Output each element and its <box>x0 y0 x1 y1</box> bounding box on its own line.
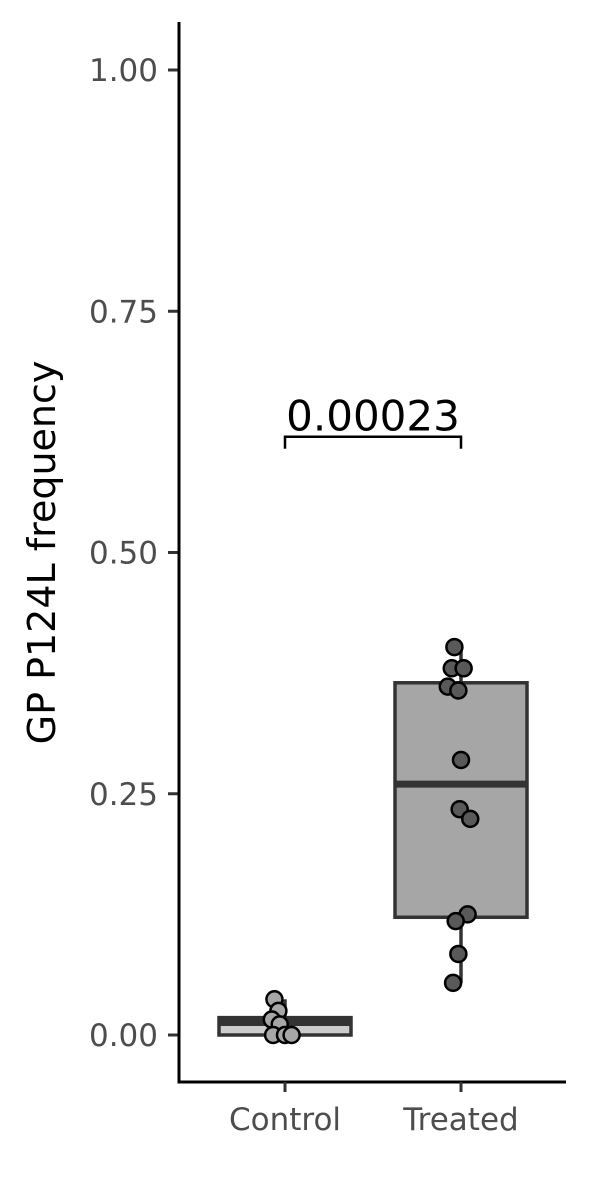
data-point-treated <box>449 944 468 964</box>
y-ticks: 0.00 0.25 0.50 0.75 1.00 <box>89 53 179 1054</box>
x-tick-label-treated: Treated <box>402 1102 518 1138</box>
data-point-treated <box>446 911 465 931</box>
p-value-label: 0.00023 <box>286 392 460 441</box>
data-point-treated <box>445 637 464 657</box>
data-point-control <box>282 1025 301 1045</box>
data-point-treated <box>454 659 473 678</box>
box-treated <box>393 681 529 920</box>
significance-bracket <box>283 435 463 449</box>
data-point-treated <box>449 681 468 700</box>
data-point-treated <box>443 973 463 993</box>
data-point-treated <box>460 809 480 829</box>
y-tick-label: 0.00 <box>89 1018 158 1054</box>
y-tick-label: 0.50 <box>89 536 158 572</box>
box-plots <box>217 647 529 1037</box>
significance-annotation: 0.00023 <box>283 392 463 449</box>
y-tick-label: 0.75 <box>89 294 158 330</box>
x-ticks: Control Treated <box>229 1082 519 1138</box>
y-tick-label: 1.00 <box>89 53 158 89</box>
x-tick-label-control: Control <box>229 1102 341 1138</box>
data-point-treated <box>451 750 471 770</box>
y-tick-label: 0.25 <box>89 777 158 813</box>
data-points <box>262 637 480 1045</box>
y-axis-title: GP P124L frequency <box>20 361 64 745</box>
